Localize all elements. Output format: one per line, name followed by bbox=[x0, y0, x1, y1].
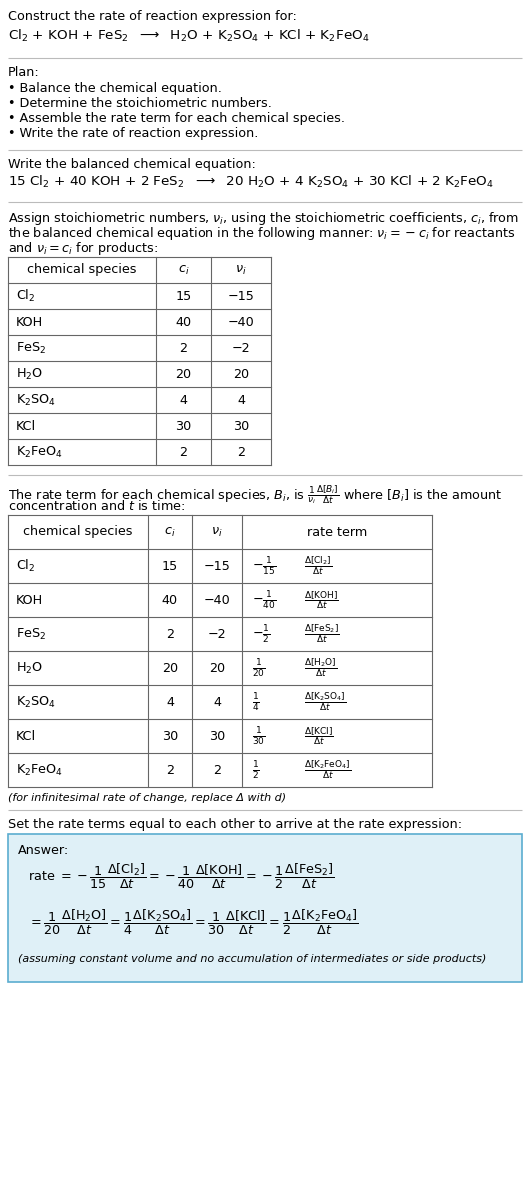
Text: −40: −40 bbox=[227, 315, 254, 329]
Text: $\frac{1}{20}$: $\frac{1}{20}$ bbox=[252, 657, 266, 679]
Text: KOH: KOH bbox=[16, 315, 43, 329]
Text: $\mathrm{K_2SO_4}$: $\mathrm{K_2SO_4}$ bbox=[16, 695, 56, 709]
Text: KCl: KCl bbox=[16, 419, 36, 432]
Text: KOH: KOH bbox=[16, 594, 43, 607]
Text: $\mathrm{FeS_2}$: $\mathrm{FeS_2}$ bbox=[16, 626, 46, 642]
Text: The rate term for each chemical species, $B_i$, is $\frac{1}{\nu_i}\frac{\Delta[: The rate term for each chemical species,… bbox=[8, 483, 502, 506]
Text: 20: 20 bbox=[175, 367, 191, 380]
Text: $\mathrm{H_2O}$: $\mathrm{H_2O}$ bbox=[16, 661, 43, 675]
Text: concentration and $t$ is time:: concentration and $t$ is time: bbox=[8, 498, 185, 513]
Text: $\frac{\Delta[\mathrm{H_2O}]}{\Delta t}$: $\frac{\Delta[\mathrm{H_2O}]}{\Delta t}$ bbox=[304, 656, 337, 679]
Text: 2: 2 bbox=[166, 763, 174, 777]
Text: 2: 2 bbox=[237, 445, 245, 459]
FancyBboxPatch shape bbox=[8, 834, 522, 982]
Text: $\frac{\Delta[\mathrm{FeS_2}]}{\Delta t}$: $\frac{\Delta[\mathrm{FeS_2}]}{\Delta t}… bbox=[304, 622, 340, 645]
Text: 15: 15 bbox=[162, 560, 178, 572]
Text: −2: −2 bbox=[208, 627, 226, 641]
Text: 30: 30 bbox=[209, 730, 225, 743]
Text: $\mathrm{K_2FeO_4}$: $\mathrm{K_2FeO_4}$ bbox=[16, 762, 63, 778]
Text: $\nu_i$: $\nu_i$ bbox=[211, 525, 223, 538]
Text: 30: 30 bbox=[233, 419, 249, 432]
Text: 15: 15 bbox=[175, 289, 192, 302]
Text: $\mathrm{K_2SO_4}$: $\mathrm{K_2SO_4}$ bbox=[16, 393, 56, 407]
Text: 20: 20 bbox=[209, 661, 225, 674]
Text: Plan:: Plan: bbox=[8, 66, 40, 79]
Text: −2: −2 bbox=[232, 342, 250, 354]
Text: rate term: rate term bbox=[307, 525, 367, 538]
Text: 2: 2 bbox=[213, 763, 221, 777]
Text: $\frac{1}{30}$: $\frac{1}{30}$ bbox=[252, 725, 266, 746]
Text: 4: 4 bbox=[237, 394, 245, 407]
Text: $\frac{\Delta[\mathrm{K_2SO_4}]}{\Delta t}$: $\frac{\Delta[\mathrm{K_2SO_4}]}{\Delta … bbox=[304, 691, 346, 714]
Text: $\nu_i$: $\nu_i$ bbox=[235, 264, 247, 277]
Text: $\mathrm{FeS_2}$: $\mathrm{FeS_2}$ bbox=[16, 341, 46, 355]
Text: 4: 4 bbox=[180, 394, 188, 407]
Text: −15: −15 bbox=[227, 289, 254, 302]
Text: • Balance the chemical equation.: • Balance the chemical equation. bbox=[8, 82, 222, 95]
Text: $\frac{1}{2}$: $\frac{1}{2}$ bbox=[252, 759, 260, 781]
Text: Write the balanced chemical equation:: Write the balanced chemical equation: bbox=[8, 158, 256, 171]
Text: $\mathrm{Cl_2}$: $\mathrm{Cl_2}$ bbox=[16, 288, 36, 305]
Text: $\mathrm{Cl_2}$ + KOH + $\mathrm{FeS_2}$  $\longrightarrow$  $\mathrm{H_2O}$ + $: $\mathrm{Cl_2}$ + KOH + $\mathrm{FeS_2}$… bbox=[8, 28, 369, 45]
Text: 4: 4 bbox=[166, 696, 174, 708]
Text: 20: 20 bbox=[233, 367, 249, 380]
Text: 2: 2 bbox=[166, 627, 174, 641]
Text: Answer:: Answer: bbox=[18, 844, 69, 857]
Text: Assign stoichiometric numbers, $\nu_i$, using the stoichiometric coefficients, $: Assign stoichiometric numbers, $\nu_i$, … bbox=[8, 209, 519, 228]
Text: Set the rate terms equal to each other to arrive at the rate expression:: Set the rate terms equal to each other t… bbox=[8, 818, 462, 831]
Text: 30: 30 bbox=[162, 730, 178, 743]
Text: −15: −15 bbox=[204, 560, 231, 572]
Text: 4: 4 bbox=[213, 696, 221, 708]
Text: $\frac{\Delta[\mathrm{K_2FeO_4}]}{\Delta t}$: $\frac{\Delta[\mathrm{K_2FeO_4}]}{\Delta… bbox=[304, 759, 351, 781]
Text: 15 $\mathrm{Cl_2}$ + 40 KOH + 2 $\mathrm{FeS_2}$  $\longrightarrow$  20 $\mathrm: 15 $\mathrm{Cl_2}$ + 40 KOH + 2 $\mathrm… bbox=[8, 175, 494, 190]
Text: (assuming constant volume and no accumulation of intermediates or side products): (assuming constant volume and no accumul… bbox=[18, 954, 487, 964]
Text: 40: 40 bbox=[175, 315, 191, 329]
Text: $= \dfrac{1}{20}\dfrac{\Delta[\mathrm{H_2O}]}{\Delta t} = \dfrac{1}{4}\dfrac{\De: $= \dfrac{1}{20}\dfrac{\Delta[\mathrm{H_… bbox=[28, 908, 358, 937]
Text: • Determine the stoichiometric numbers.: • Determine the stoichiometric numbers. bbox=[8, 98, 272, 110]
Text: KCl: KCl bbox=[16, 730, 36, 743]
Text: $\frac{\Delta[\mathrm{KCl}]}{\Delta t}$: $\frac{\Delta[\mathrm{KCl}]}{\Delta t}$ bbox=[304, 725, 333, 746]
Text: $-\frac{1}{15}$: $-\frac{1}{15}$ bbox=[252, 555, 276, 577]
Text: $\mathrm{H_2O}$: $\mathrm{H_2O}$ bbox=[16, 366, 43, 382]
Text: $\mathrm{K_2FeO_4}$: $\mathrm{K_2FeO_4}$ bbox=[16, 444, 63, 460]
Text: 30: 30 bbox=[175, 419, 192, 432]
Text: $c_i$: $c_i$ bbox=[178, 264, 189, 277]
Text: the balanced chemical equation in the following manner: $\nu_i = -c_i$ for react: the balanced chemical equation in the fo… bbox=[8, 225, 515, 242]
Text: rate $= -\dfrac{1}{15}\dfrac{\Delta[\mathrm{Cl_2}]}{\Delta t} = -\dfrac{1}{40}\d: rate $= -\dfrac{1}{15}\dfrac{\Delta[\mat… bbox=[28, 862, 334, 891]
Text: $\frac{\Delta[\mathrm{Cl_2}]}{\Delta t}$: $\frac{\Delta[\mathrm{Cl_2}]}{\Delta t}$ bbox=[304, 555, 332, 578]
Text: 2: 2 bbox=[180, 342, 188, 354]
Text: 2: 2 bbox=[180, 445, 188, 459]
Text: $-\frac{1}{40}$: $-\frac{1}{40}$ bbox=[252, 589, 276, 610]
Text: chemical species: chemical species bbox=[27, 264, 137, 277]
Text: • Assemble the rate term for each chemical species.: • Assemble the rate term for each chemic… bbox=[8, 112, 345, 125]
Text: $-\frac{1}{2}$: $-\frac{1}{2}$ bbox=[252, 622, 270, 645]
Text: $\frac{1}{4}$: $\frac{1}{4}$ bbox=[252, 691, 260, 713]
Text: Construct the rate of reaction expression for:: Construct the rate of reaction expressio… bbox=[8, 10, 297, 23]
Text: • Write the rate of reaction expression.: • Write the rate of reaction expression. bbox=[8, 126, 259, 140]
Text: (for infinitesimal rate of change, replace Δ with d): (for infinitesimal rate of change, repla… bbox=[8, 793, 286, 803]
Text: 20: 20 bbox=[162, 661, 178, 674]
Text: 40: 40 bbox=[162, 594, 178, 607]
Text: chemical species: chemical species bbox=[23, 525, 132, 538]
Text: $c_i$: $c_i$ bbox=[164, 525, 176, 538]
Text: $\frac{\Delta[\mathrm{KOH}]}{\Delta t}$: $\frac{\Delta[\mathrm{KOH}]}{\Delta t}$ bbox=[304, 589, 339, 610]
Text: $\mathrm{Cl_2}$: $\mathrm{Cl_2}$ bbox=[16, 557, 36, 574]
Text: and $\nu_i = c_i$ for products:: and $\nu_i = c_i$ for products: bbox=[8, 240, 158, 256]
Text: −40: −40 bbox=[204, 594, 231, 607]
